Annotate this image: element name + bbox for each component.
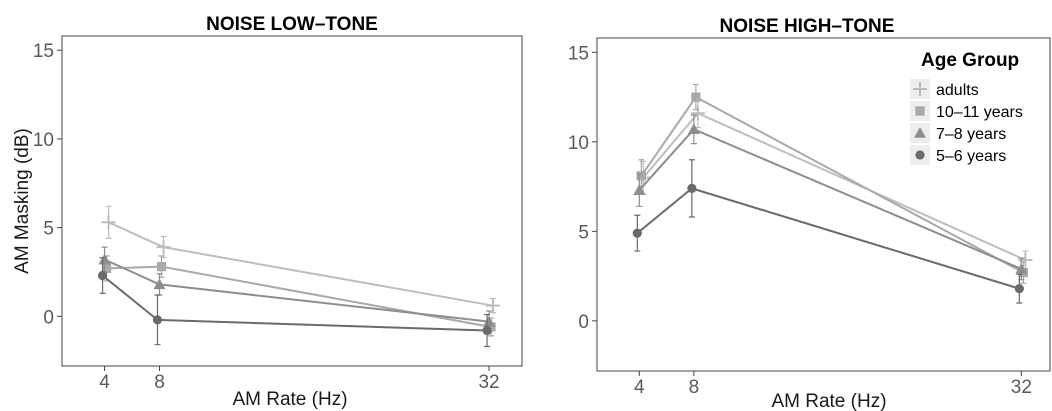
data-point: [1018, 253, 1033, 267]
panel-title: NOISE LOW–TONE: [206, 14, 378, 35]
data-point: [633, 184, 646, 195]
y-tick-label: 0: [578, 312, 589, 333]
x-tick-label: 8: [154, 372, 165, 393]
series-plus: [101, 205, 501, 314]
series-line: [106, 265, 492, 328]
legend-marker: [913, 82, 927, 96]
y-tick-label: 15: [568, 43, 589, 64]
legend-label: 10–11 years: [936, 104, 1023, 121]
x-ticks: 4 8 32: [634, 371, 1032, 398]
data-point: [486, 298, 501, 313]
legend-marker: [915, 150, 925, 160]
data-point: [156, 240, 171, 255]
data-point: [690, 106, 705, 121]
data-point: [632, 228, 642, 238]
y-tick-label: 5: [578, 222, 589, 243]
x-tick-label: 32: [1011, 377, 1032, 398]
series-layer: [632, 83, 1033, 304]
x-tick-label: 4: [99, 372, 110, 393]
data-point: [152, 315, 163, 325]
y-tick-label: 5: [43, 219, 54, 240]
legend-title: Age Group: [921, 50, 1019, 71]
legend-label: adults: [936, 82, 979, 99]
series-line: [108, 221, 494, 307]
x-axis-label: AM Rate (Hz): [232, 389, 347, 410]
legend: Age Group adults 10–11 years 7–8 years 5–6 …: [910, 50, 1023, 165]
legend-items: adults 10–11 years 7–8 years 5–6 years: [910, 79, 1023, 165]
data-point: [1015, 262, 1028, 274]
y-tick-label: 10: [33, 130, 54, 151]
data-point: [691, 92, 701, 102]
x-tick-label: 32: [478, 372, 499, 393]
panel-high-tone: NOISE HIGH–TONE AM Rate (Hz) 0 5 10 15 4 8 32: [568, 16, 1051, 411]
data-point: [482, 325, 492, 336]
plot-frame: [596, 37, 1051, 372]
data-point: [101, 215, 116, 230]
x-ticks: 4 8 32: [99, 366, 500, 393]
y-tick-label: 0: [43, 307, 54, 328]
series-triangle: [98, 246, 496, 333]
x-axis-label: AM Rate (Hz): [771, 391, 886, 411]
data-point: [156, 262, 167, 272]
y-ticks: 0 5 10 15: [568, 43, 597, 333]
legend-marker: [915, 106, 925, 116]
y-tick-label: 15: [33, 41, 54, 62]
data-point: [153, 278, 166, 290]
series-layer: [97, 205, 501, 348]
legend-label: 7–8 years: [936, 126, 1006, 143]
data-point: [687, 183, 697, 193]
data-point: [486, 322, 496, 332]
series-line: [636, 187, 1020, 290]
series-triangle: [633, 114, 1028, 281]
legend-marker: [914, 127, 926, 138]
y-axis-label: AM Masking (dB): [12, 128, 33, 274]
series-circle: [632, 159, 1024, 304]
y-ticks: 0 5 10 15: [33, 41, 62, 328]
panel-title: NOISE HIGH–TONE: [720, 16, 895, 37]
data-point: [687, 123, 700, 135]
panel-low-tone: NOISE LOW–TONE AM Masking (dB) AM Rate (…: [12, 14, 523, 410]
series-plus: [636, 98, 1033, 270]
data-point: [483, 315, 496, 327]
legend-label: 5–6 years: [936, 148, 1006, 165]
data-point: [98, 253, 111, 265]
data-point: [97, 270, 108, 281]
x-tick-label: 8: [689, 377, 700, 398]
series-circle: [97, 257, 492, 348]
data-point: [1014, 284, 1024, 294]
y-tick-label: 10: [568, 133, 589, 154]
data-point: [101, 263, 112, 274]
plot-frame: [61, 35, 523, 367]
x-tick-label: 4: [634, 377, 645, 398]
data-point: [636, 171, 646, 181]
